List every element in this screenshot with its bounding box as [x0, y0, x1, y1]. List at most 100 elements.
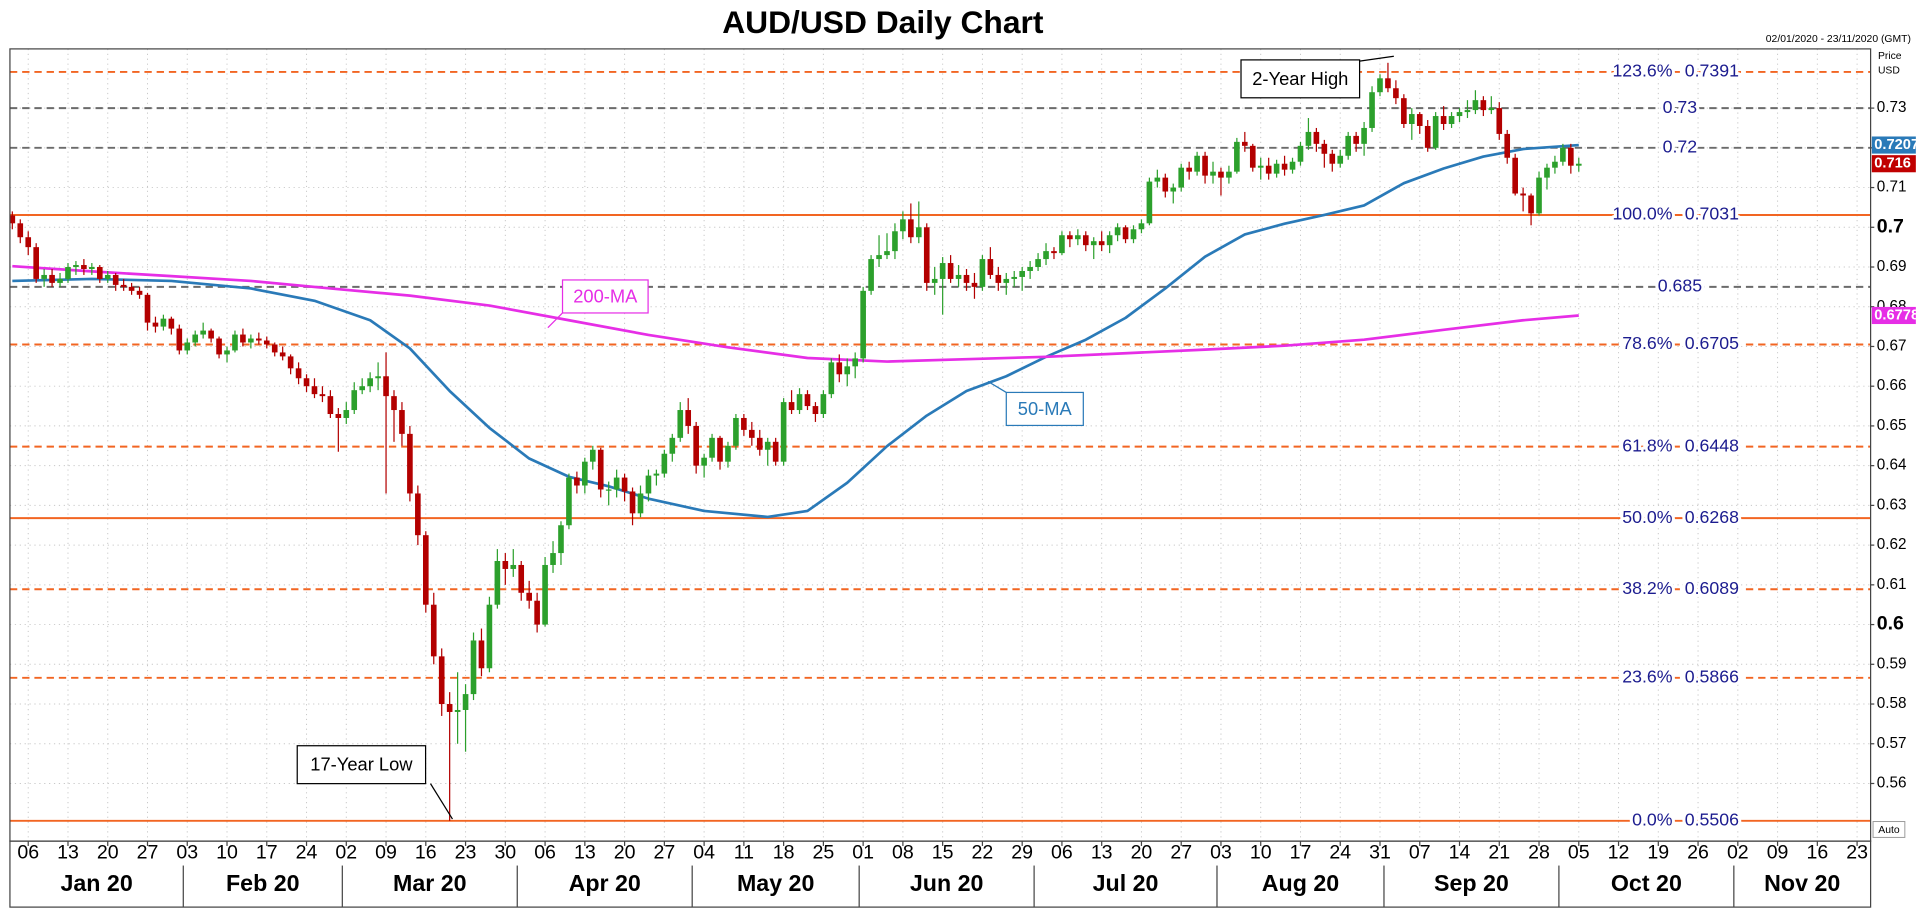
candle-body [741, 417, 747, 430]
candle-body [343, 410, 350, 418]
y-tick-label: 0.62 [1877, 536, 1907, 553]
candle-body [653, 473, 660, 476]
candle-body [279, 352, 286, 357]
x-tick-label: 09 [1767, 841, 1789, 863]
candle-body [574, 477, 580, 486]
y-tick-label: 0.71 [1877, 179, 1907, 196]
candle-body [295, 368, 302, 379]
x-tick-label: 08 [892, 841, 914, 863]
y-tick-label: 0.63 [1877, 496, 1907, 513]
x-tick-label: 03 [176, 841, 198, 863]
y-axis-label: USD [1878, 66, 1900, 77]
candle-body [908, 219, 914, 238]
candle-body [701, 457, 707, 466]
level-value: 0.6268 [1685, 507, 1739, 527]
level-value: 0.72 [1663, 137, 1698, 157]
candle-body [1138, 223, 1145, 230]
month-label: Mar 20 [393, 870, 467, 896]
candle-body [1051, 251, 1057, 254]
candle-body [81, 265, 87, 269]
candle-body [788, 402, 795, 411]
candle-body [1289, 161, 1296, 170]
candle-body [939, 263, 946, 279]
candle-body [1210, 171, 1216, 176]
candle-body [168, 318, 175, 329]
x-tick-label: 22 [972, 841, 994, 863]
ma-price-marker-box [1871, 136, 1916, 154]
candle-body [860, 290, 866, 359]
candle-body [57, 278, 63, 283]
candle-body [1067, 235, 1073, 240]
y-tick-label: 0.6 [1877, 613, 1904, 635]
month-label: Jan 20 [60, 870, 132, 896]
y-tick-label: 0.7 [1877, 215, 1904, 237]
candle-body [359, 386, 366, 391]
month-label: Nov 20 [1764, 870, 1840, 896]
month-label: Sep 20 [1434, 870, 1509, 896]
x-tick-label: 17 [256, 841, 278, 863]
x-tick-label: 10 [216, 841, 238, 863]
candle-body [41, 274, 47, 279]
level-value: 0.7031 [1685, 204, 1739, 224]
x-tick-label: 02 [335, 841, 357, 863]
candle-body [200, 330, 206, 335]
candle-body [1552, 161, 1558, 168]
ma-label-box [561, 279, 649, 314]
x-tick-label: 31 [1369, 841, 1391, 863]
candle-body [645, 475, 652, 494]
candle-body [454, 709, 461, 712]
candle-body [820, 394, 827, 415]
candle-body [550, 553, 556, 565]
candle-body [1059, 235, 1065, 254]
candle-body [383, 376, 389, 397]
candle-body [1242, 141, 1248, 146]
candle-body [1249, 145, 1256, 168]
candle-body [256, 338, 262, 341]
candle-body [518, 564, 525, 593]
candle-body [494, 561, 501, 605]
level-value: 0.6448 [1685, 435, 1739, 455]
candle-body [25, 237, 32, 248]
x-tick-label: 28 [1528, 841, 1550, 863]
month-label: Jul 20 [1093, 870, 1159, 896]
month-label: Apr 20 [569, 870, 641, 896]
candle-body [1560, 147, 1566, 162]
x-tick-label: 06 [1051, 841, 1073, 863]
candle-body [1234, 141, 1240, 172]
candle-body [868, 259, 874, 291]
annotation-box [296, 745, 427, 785]
ma-label: 50-MA [1018, 398, 1073, 419]
y-tick-label: 0.69 [1877, 258, 1907, 275]
candle-body [1027, 267, 1033, 271]
candle-body [1385, 78, 1391, 89]
candle-body [287, 356, 294, 369]
candle-body [1321, 143, 1328, 154]
candle-body [1003, 278, 1010, 283]
candle-body [677, 410, 684, 438]
candle-body [1456, 112, 1463, 117]
candle-body [526, 592, 532, 601]
candle-body [828, 362, 835, 395]
candle-body [987, 259, 994, 275]
candle-body [1480, 100, 1487, 111]
candle-body [120, 284, 127, 287]
annotation-box [1240, 59, 1361, 99]
ma-price-marker-box [1871, 306, 1916, 325]
candle-body [271, 344, 278, 353]
scale-mode-box [1872, 821, 1906, 838]
candle-body [1106, 235, 1113, 246]
candles-layer [9, 62, 1582, 821]
candle-body [319, 394, 326, 397]
candle-body [1090, 241, 1097, 246]
levels-layer: 123.6% 0.7391 0.73 0.72 100.0% 0.7031 0.685 78.… [9, 58, 1871, 833]
candle-body [1329, 153, 1336, 164]
x-tick-label: 19 [1647, 841, 1669, 863]
candle-body [955, 274, 962, 279]
ma-price-marker: 0.6778 [1874, 307, 1916, 323]
candle-body [1528, 195, 1534, 214]
x-axis-frame [9, 840, 1872, 908]
candle-body [796, 394, 803, 411]
candle-body [1043, 251, 1049, 260]
month-label: Aug 20 [1262, 870, 1339, 896]
candle-body [248, 338, 254, 343]
